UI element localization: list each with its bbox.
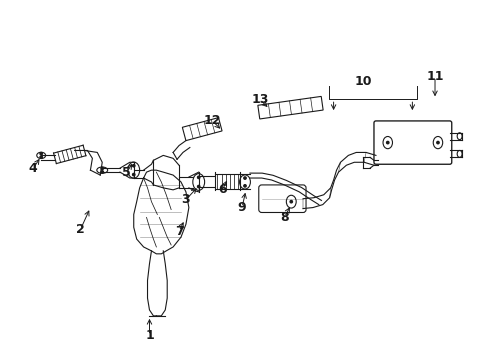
Text: 2: 2	[76, 223, 85, 236]
Text: 9: 9	[237, 201, 246, 214]
Text: 8: 8	[280, 211, 288, 224]
Circle shape	[40, 156, 42, 158]
Circle shape	[197, 176, 200, 179]
Text: 5: 5	[122, 166, 131, 179]
Text: 12: 12	[203, 114, 221, 127]
Circle shape	[197, 185, 200, 188]
Text: 3: 3	[181, 193, 190, 206]
Circle shape	[386, 141, 388, 144]
Circle shape	[289, 201, 292, 203]
Circle shape	[244, 177, 245, 179]
Text: 7: 7	[174, 225, 183, 238]
Circle shape	[244, 185, 245, 187]
Text: 13: 13	[250, 93, 268, 106]
Circle shape	[132, 174, 135, 176]
Circle shape	[101, 171, 103, 173]
Text: 1: 1	[145, 329, 154, 342]
Circle shape	[40, 153, 42, 155]
Circle shape	[436, 141, 438, 144]
Text: 6: 6	[218, 183, 226, 196]
Text: 4: 4	[29, 162, 38, 175]
Circle shape	[101, 167, 103, 170]
Text: 10: 10	[354, 75, 371, 88]
Circle shape	[132, 165, 135, 167]
Text: 11: 11	[426, 70, 443, 83]
